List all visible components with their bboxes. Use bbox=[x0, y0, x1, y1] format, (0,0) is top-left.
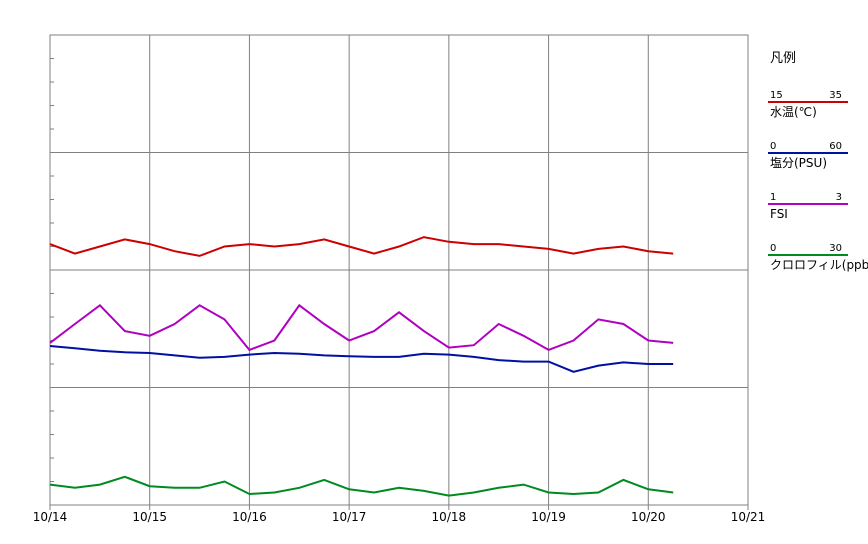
legend-min: 1 bbox=[770, 192, 776, 203]
x-tick-label: 10/19 bbox=[531, 510, 566, 524]
x-tick-label: 10/21 bbox=[731, 510, 766, 524]
legend-label: FSI bbox=[770, 207, 788, 221]
series-line bbox=[49, 345, 674, 373]
legend-max: 3 bbox=[836, 192, 842, 203]
series-line bbox=[49, 236, 674, 257]
x-tick-label: 10/20 bbox=[631, 510, 666, 524]
legend-min: 0 bbox=[770, 243, 776, 254]
x-tick-label: 10/17 bbox=[332, 510, 367, 524]
x-tick-label: 10/16 bbox=[232, 510, 267, 524]
series-line bbox=[49, 303, 674, 352]
legend-min: 0 bbox=[770, 141, 776, 152]
x-tick-label: 10/18 bbox=[432, 510, 467, 524]
x-tick-label: 10/14 bbox=[33, 510, 68, 524]
legend-min: 15 bbox=[770, 90, 783, 101]
x-tick-label: 10/15 bbox=[132, 510, 167, 524]
band-lines bbox=[50, 152, 748, 388]
legend-label: クロロフィル(ppb) bbox=[770, 258, 868, 272]
legend-max: 35 bbox=[829, 90, 842, 101]
legend-max: 60 bbox=[829, 141, 842, 152]
legend-max: 30 bbox=[829, 243, 842, 254]
legend-title: 凡例 bbox=[770, 51, 796, 66]
series-line bbox=[49, 475, 674, 497]
legend-label: 水温(℃) bbox=[770, 105, 817, 119]
legend-label: 塩分(PSU) bbox=[770, 155, 827, 170]
